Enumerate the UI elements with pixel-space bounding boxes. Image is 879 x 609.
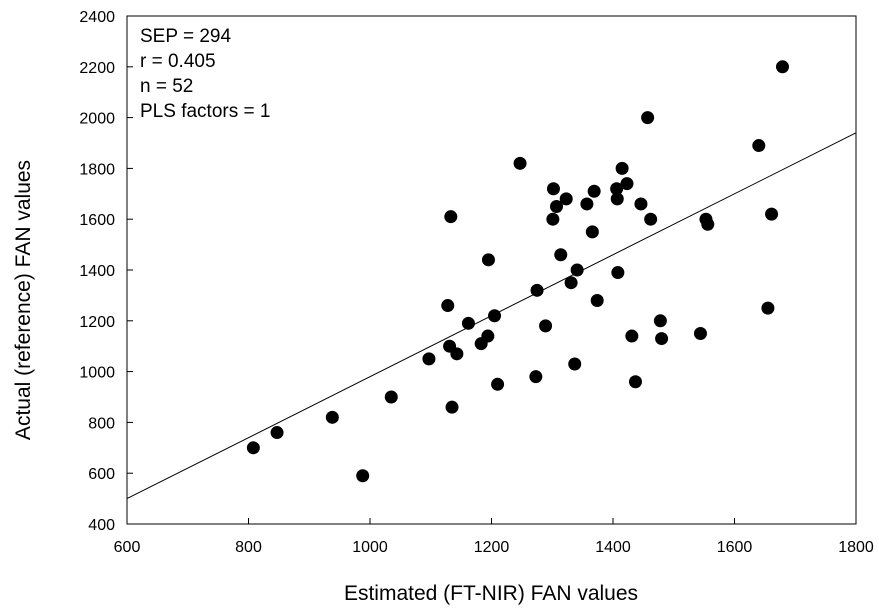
- data-point: [546, 182, 560, 196]
- data-point: [611, 266, 625, 280]
- plot-area-frame: [126, 15, 857, 525]
- data-point: [580, 197, 594, 211]
- x-tick-label: 1800: [838, 539, 874, 556]
- stats-annotation-block: SEP = 294 r = 0.405 n = 52 PLS factors = 1: [140, 26, 270, 122]
- data-point: [693, 327, 707, 340]
- x-tick-label: 1600: [717, 539, 753, 556]
- x-tick-label: 1000: [352, 539, 388, 556]
- data-point: [488, 309, 502, 323]
- y-tick-label: 1400: [79, 263, 115, 280]
- stat-annotation: PLS factors = 1: [140, 101, 270, 122]
- data-point: [325, 410, 339, 424]
- data-point: [491, 377, 505, 391]
- data-point: [775, 60, 789, 74]
- stat-annotation: SEP = 294: [140, 26, 231, 47]
- data-point: [590, 293, 604, 307]
- data-point: [620, 177, 634, 191]
- data-point: [356, 469, 370, 483]
- y-tick-label: 600: [88, 466, 115, 483]
- data-point: [513, 156, 527, 170]
- data-point: [539, 319, 553, 333]
- data-point: [610, 192, 624, 206]
- data-point: [610, 182, 624, 196]
- y-tick-label: 400: [88, 517, 115, 534]
- x-tick-label: 800: [235, 539, 262, 556]
- data-point: [634, 197, 648, 211]
- data-point: [550, 200, 564, 213]
- data-point: [564, 276, 578, 290]
- y-tick-label: 2400: [79, 9, 115, 26]
- data-point: [384, 390, 398, 404]
- data-point: [644, 212, 658, 226]
- data-point: [752, 139, 766, 153]
- y-axis-title: Actual (reference) FAN values: [12, 160, 35, 440]
- data-point: [655, 332, 669, 346]
- x-axis-ticks: 600 800 1000 1200 1400 1600 1800: [114, 518, 874, 556]
- data-point: [761, 301, 775, 315]
- data-point: [481, 329, 495, 343]
- stat-annotation: r = 0.405: [140, 51, 216, 72]
- x-axis-title: Estimated (FT-NIR) FAN values: [344, 582, 638, 605]
- data-point: [546, 212, 560, 226]
- data-point: [559, 192, 573, 206]
- y-tick-label: 1800: [79, 161, 115, 178]
- x-tick-label: 1400: [595, 539, 631, 556]
- data-points: [246, 60, 789, 483]
- data-point: [765, 207, 779, 221]
- y-tick-label: 1000: [79, 365, 115, 382]
- data-point: [653, 314, 667, 328]
- x-tick-label: 600: [114, 539, 141, 556]
- data-point: [445, 400, 459, 414]
- stat-annotation: n = 52: [140, 76, 193, 97]
- y-tick-label: 1200: [79, 314, 115, 331]
- data-point: [444, 210, 458, 224]
- y-tick-label: 1600: [79, 212, 115, 229]
- data-point: [461, 316, 475, 330]
- y-axis-ticks: 400 600 800 1000 1200 1400 1600 1800 2000 2200 240…: [79, 9, 133, 534]
- x-tick-label: 1200: [474, 539, 510, 556]
- data-point: [422, 352, 436, 366]
- data-point: [701, 217, 715, 231]
- y-tick-label: 2200: [79, 60, 115, 77]
- data-point: [628, 375, 642, 389]
- data-point: [570, 263, 584, 277]
- data-point: [450, 347, 464, 361]
- data-point: [246, 441, 260, 455]
- data-point: [441, 299, 455, 313]
- data-point: [568, 357, 582, 371]
- y-tick-label: 2000: [79, 111, 115, 128]
- data-point: [554, 248, 568, 262]
- data-point: [615, 161, 629, 175]
- data-point: [529, 370, 543, 384]
- data-point: [270, 426, 284, 440]
- y-tick-label: 800: [88, 415, 115, 432]
- data-point: [585, 225, 599, 239]
- data-point: [587, 184, 601, 198]
- data-point: [625, 329, 639, 343]
- data-point: [641, 111, 655, 125]
- data-point: [530, 283, 544, 297]
- data-point: [481, 253, 495, 267]
